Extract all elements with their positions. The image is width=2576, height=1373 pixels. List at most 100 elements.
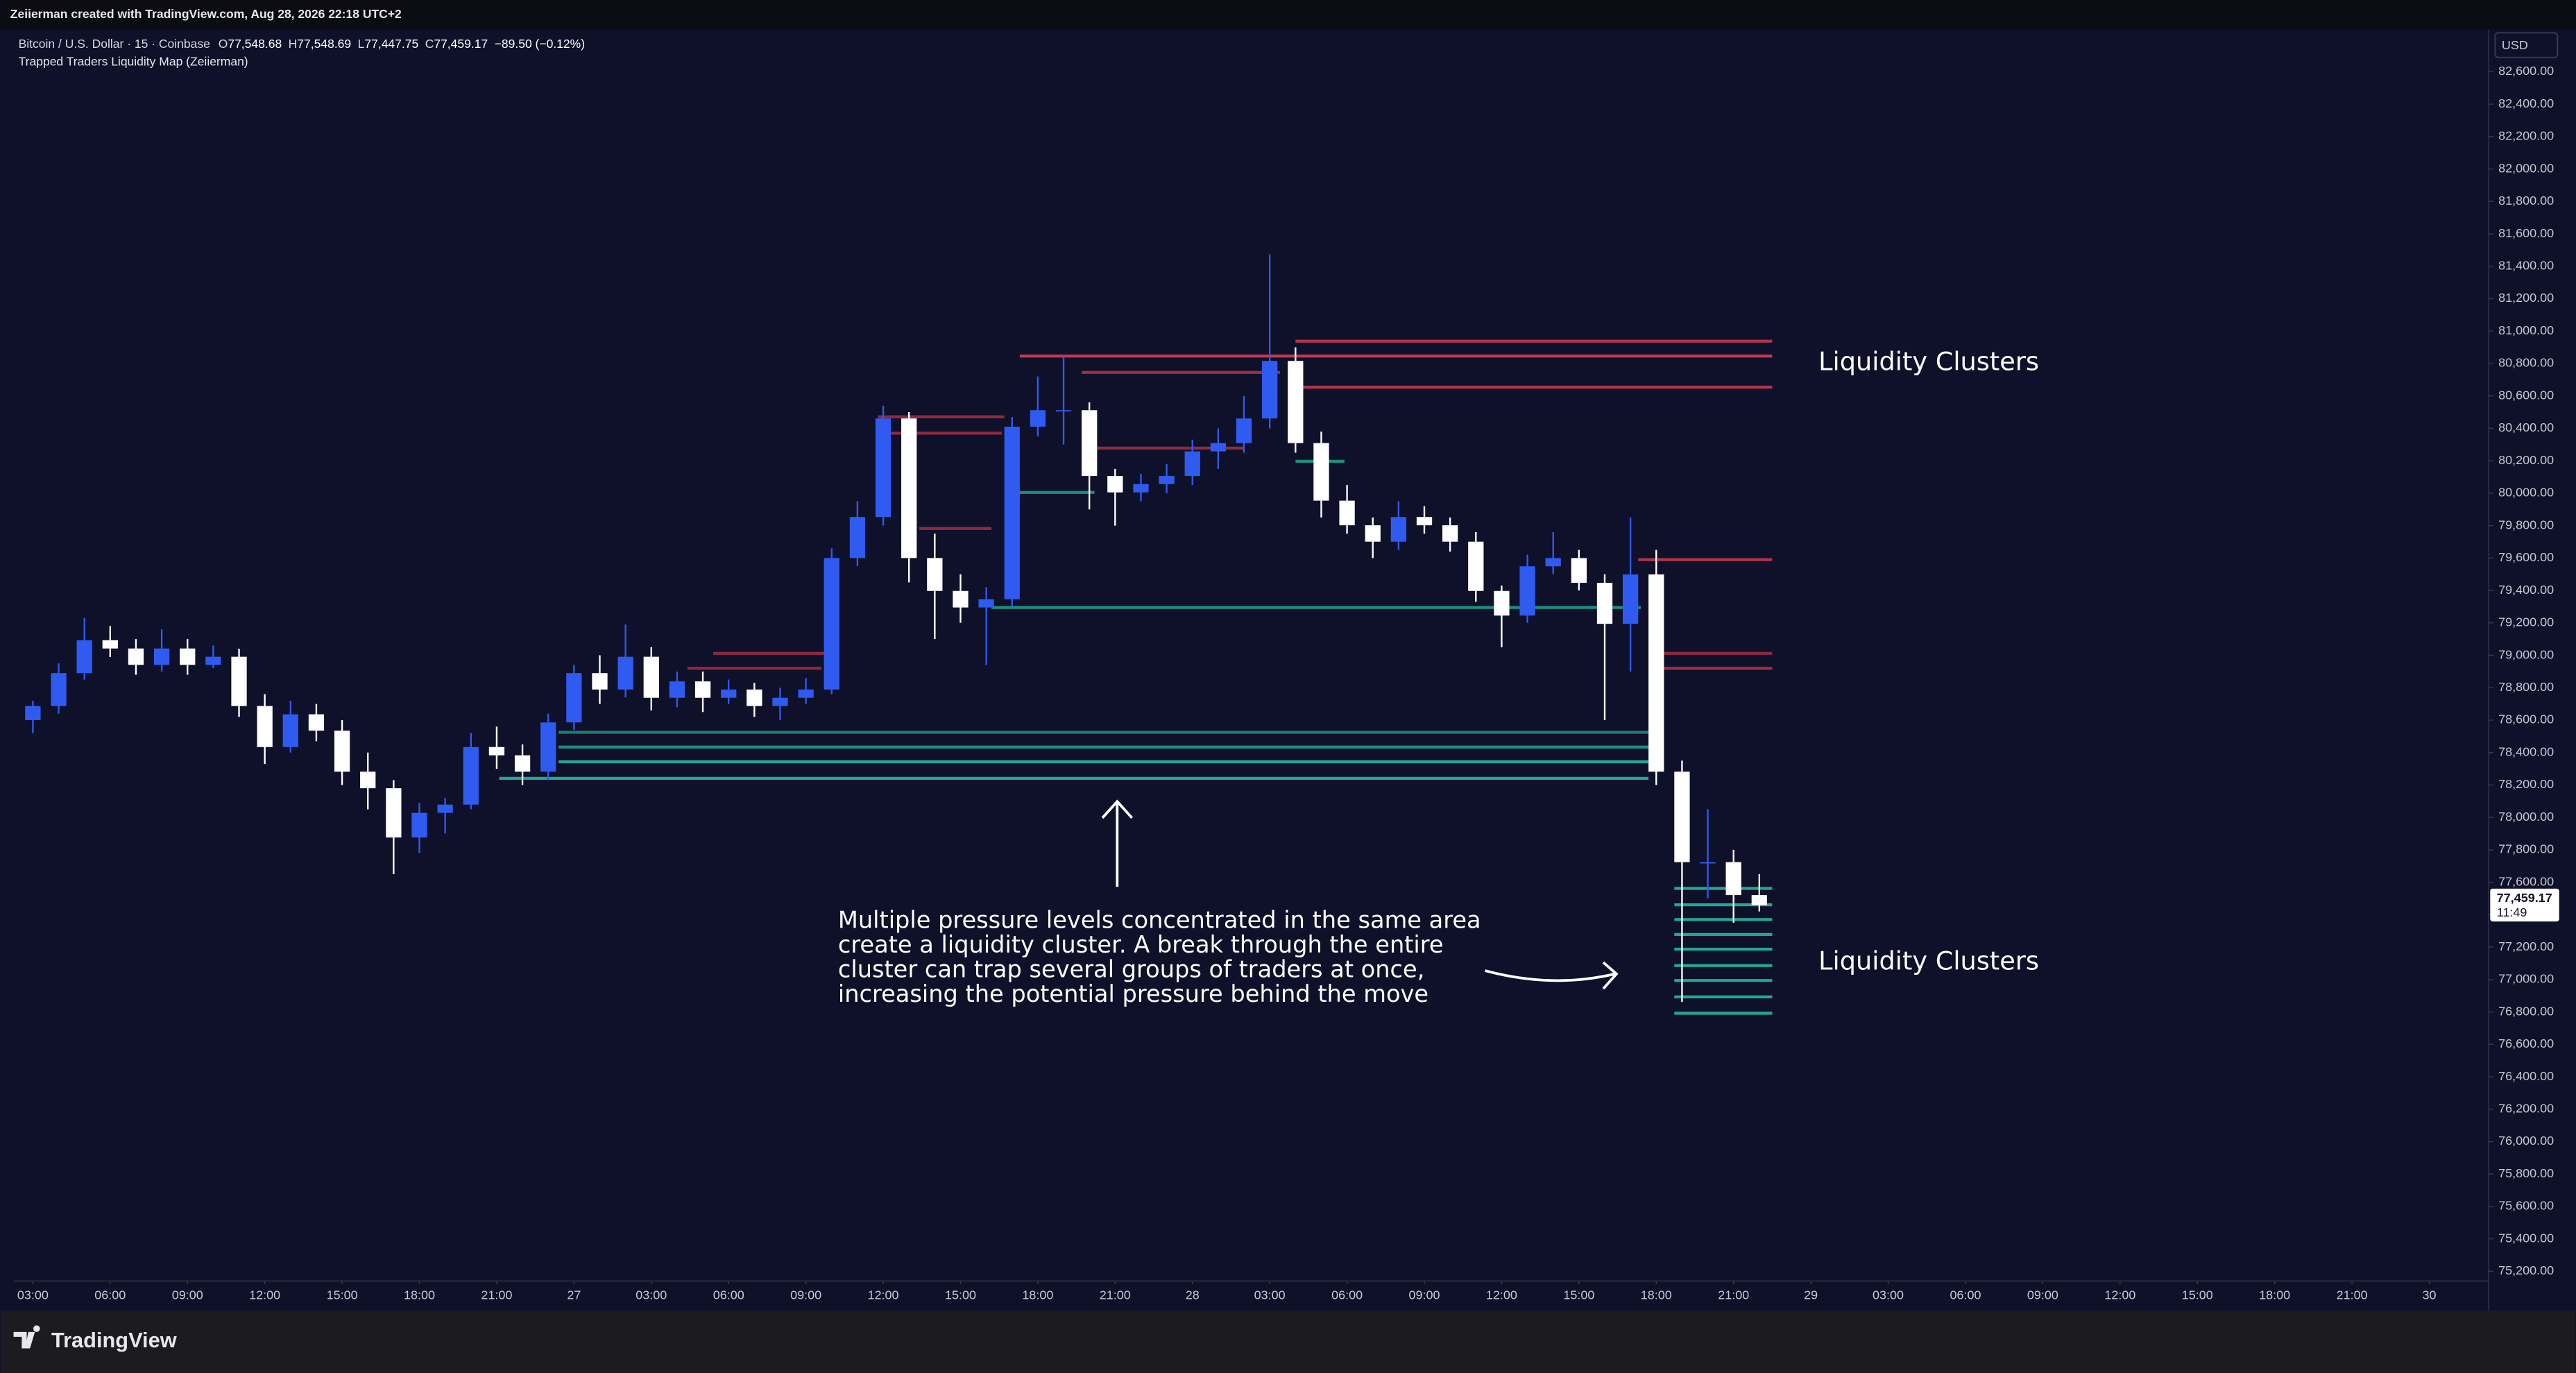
candle-body <box>1545 558 1561 567</box>
x-tick-label: 29 <box>1804 1288 1818 1302</box>
candle-body <box>360 771 376 789</box>
top-bar <box>0 0 2576 30</box>
x-tick-label: 06:00 <box>713 1288 744 1302</box>
candle-body <box>1210 443 1227 452</box>
y-tick-label: 81,400.00 <box>2498 258 2554 272</box>
candle-body <box>1365 525 1381 542</box>
y-tick-label: 81,000.00 <box>2498 323 2554 337</box>
brand-name: TradingView <box>51 1328 177 1352</box>
y-tick-label: 77,000.00 <box>2498 972 2554 986</box>
candle-body <box>1339 500 1355 526</box>
y-tick-label: 78,000.00 <box>2498 810 2554 824</box>
candle-body <box>25 706 41 720</box>
x-tick-label: 15:00 <box>1563 1288 1594 1302</box>
candle-body <box>747 689 762 706</box>
countdown: 11:49 <box>2497 905 2527 919</box>
x-tick-label: 15:00 <box>327 1288 358 1302</box>
y-tick-label: 77,800.00 <box>2498 842 2554 856</box>
candle-body <box>1004 427 1020 599</box>
candle-body <box>1596 583 1613 624</box>
legend-key: O <box>219 37 228 51</box>
y-tick-label: 79,200.00 <box>2498 615 2554 629</box>
candle-body <box>1416 517 1433 526</box>
brand: TradingView <box>13 1325 177 1352</box>
x-tick-label: 09:00 <box>2027 1288 2058 1302</box>
candle-body <box>1442 525 1458 542</box>
y-tick-label: 81,600.00 <box>2498 226 2554 240</box>
candle-body <box>978 599 994 608</box>
cluster-label: Liquidity Clusters <box>1818 946 2039 976</box>
x-tick-label: 18:00 <box>1641 1288 1672 1302</box>
legend-key: L <box>358 37 365 51</box>
candle-body <box>153 648 170 665</box>
y-tick-label: 76,600.00 <box>2498 1037 2554 1050</box>
legend-key: H <box>289 37 298 51</box>
y-tick-label: 79,400.00 <box>2498 583 2554 597</box>
x-tick-label: 21:00 <box>1718 1288 1749 1302</box>
candle-body <box>927 558 943 591</box>
x-tick-label: 30 <box>2423 1288 2437 1302</box>
arrow-head <box>1602 961 1619 990</box>
y-tick-label: 82,400.00 <box>2498 96 2554 110</box>
x-tick-label: 06:00 <box>1331 1288 1363 1302</box>
y-tick-label: 82,200.00 <box>2498 129 2554 143</box>
candle-body <box>669 681 685 698</box>
cluster-label: Liquidity Clusters <box>1818 347 2039 377</box>
x-tick-label: 15:00 <box>2182 1288 2213 1302</box>
x-tick-label: 03:00 <box>1873 1288 1904 1302</box>
y-tick-label: 82,600.00 <box>2498 64 2554 78</box>
candle-body <box>1082 410 1098 477</box>
legend-line: Bitcoin / U.S. Dollar · 15 · Coinbase O 77… <box>19 37 585 51</box>
candle-body <box>463 747 479 805</box>
annotation-group: Multiple pressure levels concentrated in… <box>838 347 2039 1007</box>
x-tick-label: 06:00 <box>94 1288 126 1302</box>
last-price-box <box>2490 888 2559 922</box>
last-price-label: 77,459.17 <box>2497 891 2552 905</box>
footer-bar <box>0 1311 2576 1373</box>
candle-body <box>772 697 788 706</box>
y-tick-label: 82,000.00 <box>2498 161 2554 175</box>
candle-body <box>1700 862 1716 864</box>
legend-key: C <box>425 37 434 51</box>
y-tick-label: 75,600.00 <box>2498 1199 2554 1213</box>
y-tick-label: 80,000.00 <box>2498 486 2554 500</box>
x-tick-label: 18:00 <box>1022 1288 1053 1302</box>
y-tick-label: 76,200.00 <box>2498 1102 2554 1116</box>
candle-body <box>514 755 531 772</box>
brand-logo <box>13 1325 40 1349</box>
candle-body <box>1288 361 1304 443</box>
y-tick-label: 79,800.00 <box>2498 518 2554 531</box>
y-tick-label: 75,200.00 <box>2498 1263 2554 1277</box>
x-tick-label: 28 <box>1186 1288 1200 1302</box>
candle-body <box>1184 451 1200 477</box>
symbol: Bitcoin / U.S. Dollar · 15 · Coinbase <box>19 37 210 51</box>
candle-body <box>1159 476 1175 484</box>
plot-area <box>25 254 1773 1015</box>
currency-box[interactable] <box>2494 32 2559 58</box>
candle-body <box>334 731 350 772</box>
y-tick-label: 79,000.00 <box>2498 647 2554 661</box>
y-tick-label: 76,400.00 <box>2498 1069 2554 1083</box>
candle-body <box>488 747 505 756</box>
candle-body <box>180 648 196 665</box>
y-tick-label: 77,200.00 <box>2498 939 2554 953</box>
candle-body <box>102 640 118 649</box>
legend-value: 77,447.75 <box>364 37 418 51</box>
y-tick-label: 80,600.00 <box>2498 388 2554 402</box>
candle-body <box>953 590 969 608</box>
candle-body <box>282 714 298 747</box>
y-tick-label: 75,400.00 <box>2498 1231 2554 1245</box>
x-tick-label: 12:00 <box>868 1288 899 1302</box>
candle-body <box>1751 895 1767 905</box>
candle-body <box>1262 361 1278 419</box>
candle-body <box>1030 410 1046 427</box>
candle-body <box>1133 484 1149 493</box>
x-tick-label: 18:00 <box>404 1288 435 1302</box>
watermark: Zeiierman created with TradingView.com, … <box>10 7 402 21</box>
x-tick-label: 09:00 <box>172 1288 203 1302</box>
x-tick-label: 21:00 <box>1100 1288 1131 1302</box>
currency: USD <box>2502 38 2528 52</box>
legend-change: −89.50 (−0.12%) <box>495 37 585 51</box>
